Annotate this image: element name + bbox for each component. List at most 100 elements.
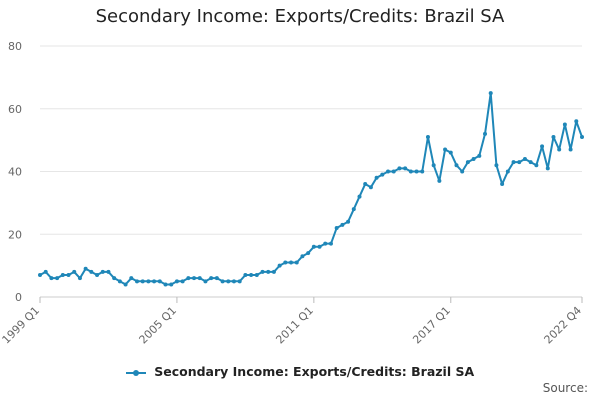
data-point xyxy=(534,163,539,168)
data-point xyxy=(328,241,333,246)
data-point xyxy=(283,260,288,265)
data-point xyxy=(112,276,117,281)
data-point xyxy=(477,153,482,158)
data-point xyxy=(346,219,351,224)
y-tick-label-40: 40 xyxy=(8,166,22,179)
data-point xyxy=(397,166,402,171)
data-point xyxy=(174,279,179,284)
axes: 0 20 40 60 80 1999 Q1 2005 Q1 2011 Q1 2017 Q1 202… xyxy=(0,40,584,346)
data-point xyxy=(209,276,214,281)
data-point xyxy=(249,273,254,278)
data-point xyxy=(425,134,430,139)
data-point xyxy=(454,163,459,168)
data-point xyxy=(557,147,562,152)
data-point xyxy=(260,269,265,274)
legend[interactable]: Secondary Income: Exports/Credits: Brazi… xyxy=(0,364,600,379)
chart-title: Secondary Income: Exports/Credits: Brazi… xyxy=(95,6,505,27)
data-point xyxy=(163,282,168,287)
y-tick-label-80: 80 xyxy=(8,40,22,53)
data-point xyxy=(60,273,65,278)
data-point xyxy=(89,269,94,274)
data-point xyxy=(471,156,476,161)
data-point xyxy=(551,134,556,139)
x-tick-label-2017-q1: 2017 Q1 xyxy=(410,304,453,347)
data-point xyxy=(226,279,231,284)
data-point xyxy=(266,269,271,274)
gridlines xyxy=(40,45,582,298)
y-tick-label-20: 20 xyxy=(8,228,22,241)
y-tick-label-60: 60 xyxy=(8,103,22,116)
data-point xyxy=(511,160,516,165)
data-point xyxy=(203,279,208,284)
series-layer xyxy=(38,91,584,287)
data-point xyxy=(214,276,219,281)
data-point xyxy=(380,172,385,177)
data-point xyxy=(574,119,579,124)
data-point xyxy=(545,166,550,171)
x-tick-label-1999-q1: 1999 Q1 xyxy=(0,304,42,347)
data-point xyxy=(49,276,54,281)
data-point xyxy=(146,279,151,284)
data-point xyxy=(431,163,436,168)
data-point xyxy=(528,160,533,165)
data-point xyxy=(505,169,510,174)
data-point xyxy=(562,122,567,127)
data-point xyxy=(180,279,185,284)
data-point xyxy=(522,156,527,161)
data-point xyxy=(386,169,391,174)
data-point xyxy=(403,166,408,171)
data-point xyxy=(317,244,322,249)
y-tick-label-0: 0 xyxy=(15,291,22,304)
data-point xyxy=(294,260,299,265)
data-point xyxy=(106,269,111,274)
data-point xyxy=(95,273,100,278)
data-point xyxy=(374,175,379,180)
data-point xyxy=(340,222,345,227)
data-point xyxy=(237,279,242,284)
data-point xyxy=(448,150,453,155)
data-point xyxy=(483,131,488,136)
series-line xyxy=(39,92,583,286)
data-point xyxy=(271,269,276,274)
legend-label: Secondary Income: Exports/Credits: Brazi… xyxy=(154,364,475,379)
data-point xyxy=(83,266,88,271)
data-point xyxy=(443,147,448,152)
data-point xyxy=(169,282,174,287)
data-point xyxy=(129,276,134,281)
data-point xyxy=(220,279,225,284)
data-point xyxy=(66,273,71,278)
data-point xyxy=(134,279,139,284)
data-point xyxy=(465,160,470,165)
data-point xyxy=(391,169,396,174)
data-point xyxy=(300,254,305,259)
data-point xyxy=(517,160,522,165)
data-point xyxy=(414,169,419,174)
data-point xyxy=(323,241,328,246)
x-tick-label-2005-q1: 2005 Q1 xyxy=(137,304,180,347)
data-point xyxy=(289,260,294,265)
data-point xyxy=(500,182,505,187)
source-label: Source: xyxy=(542,381,588,395)
data-point xyxy=(420,169,425,174)
data-point xyxy=(488,91,493,96)
data-point xyxy=(197,276,202,281)
data-point xyxy=(123,282,128,287)
data-point xyxy=(186,276,191,281)
data-point xyxy=(157,279,162,284)
x-tick-label-2011-q1: 2011 Q1 xyxy=(273,304,316,347)
x-tick-label-2022-q4: 2022 Q4 xyxy=(542,304,585,347)
data-point xyxy=(540,144,545,149)
data-point xyxy=(408,169,413,174)
data-point xyxy=(77,276,82,281)
data-point xyxy=(55,276,60,281)
legend-line-marker-icon xyxy=(125,368,146,378)
data-point xyxy=(140,279,145,284)
data-point xyxy=(494,163,499,168)
data-point xyxy=(192,276,197,281)
data-point xyxy=(580,134,584,139)
data-point xyxy=(568,147,573,152)
data-point xyxy=(311,244,316,249)
data-point xyxy=(117,279,122,284)
data-point xyxy=(460,169,465,174)
